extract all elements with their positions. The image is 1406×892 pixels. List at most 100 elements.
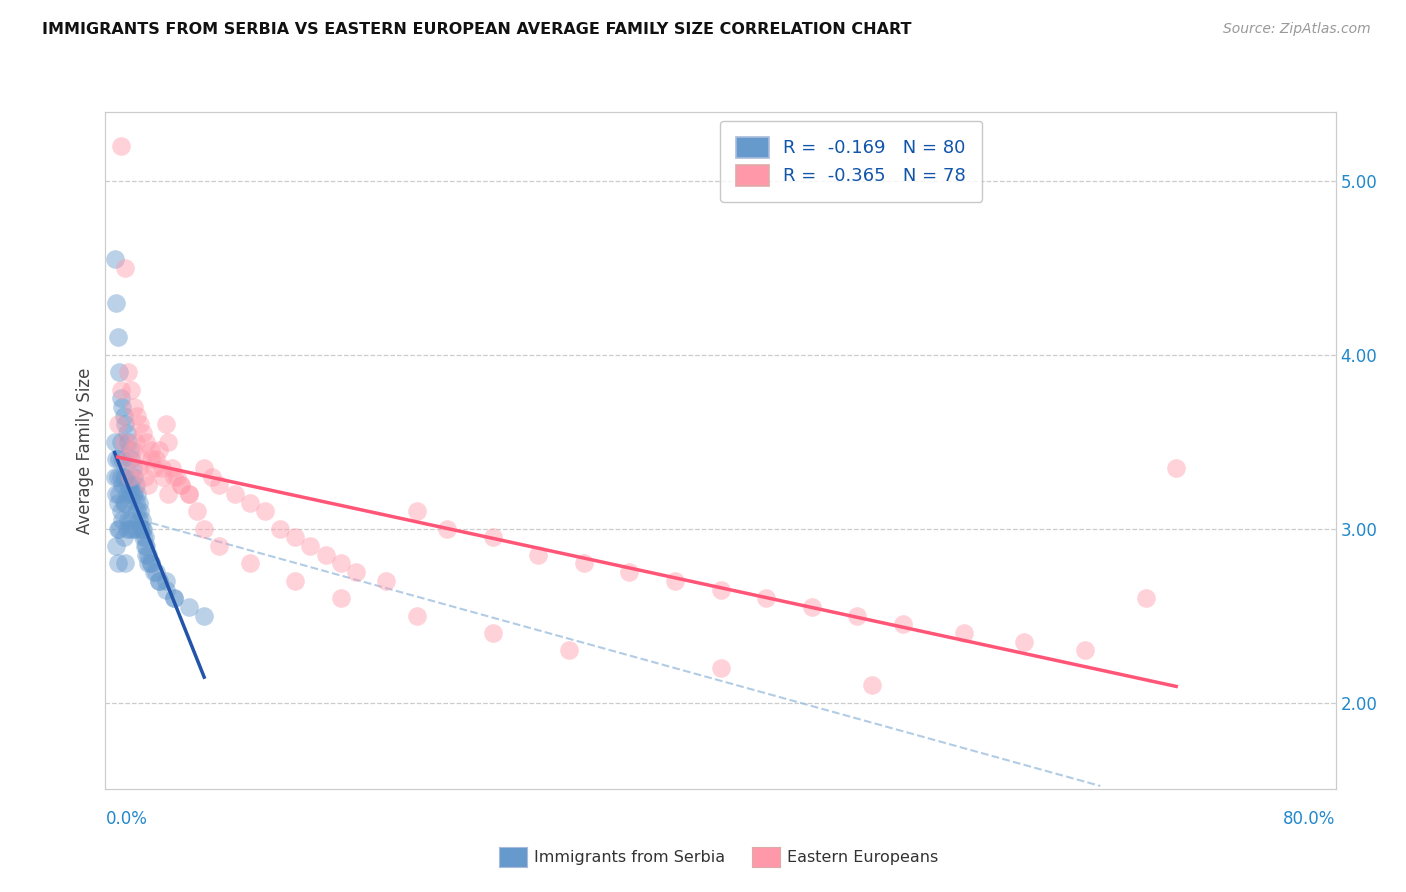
Point [120,383,142,397]
Point [124,487,146,501]
Point [163,469,186,483]
Point [862,678,884,692]
Point [481,530,503,544]
Point [148,574,170,588]
Point [129,417,152,432]
Point [108,487,131,501]
Point [136,548,159,562]
Text: 80.0%: 80.0% [1284,810,1336,828]
Point [127,487,149,501]
Point [128,495,150,509]
Point [155,574,177,588]
Point [284,574,307,588]
Point [108,365,131,379]
Point [557,643,579,657]
Point [201,469,224,483]
Point [148,574,170,588]
Point [103,434,125,449]
Point [139,443,162,458]
Point [112,469,135,483]
Point [115,452,138,467]
Point [105,487,128,501]
Point [170,478,193,492]
Point [117,478,139,492]
Point [111,478,134,492]
Point [107,522,129,536]
Point [572,557,595,571]
Point [155,417,177,432]
Point [127,409,149,423]
Point [111,513,134,527]
Point [110,383,132,397]
Point [132,522,155,536]
Point [156,434,179,449]
Point [111,452,134,467]
Point [193,608,215,623]
Point [128,513,150,527]
Point [193,460,215,475]
Point [139,557,162,571]
Point [121,487,143,501]
Point [131,513,153,527]
Point [134,469,156,483]
Point [103,469,125,483]
Point [107,417,129,432]
Point [107,469,129,483]
Point [112,495,135,509]
Point [148,443,170,458]
Point [108,522,131,536]
Point [107,557,129,571]
Point [527,548,550,562]
Point [143,460,166,475]
Point [1014,634,1036,648]
Point [125,522,148,536]
Point [108,452,131,467]
Y-axis label: Average Family Size: Average Family Size [76,368,94,533]
Point [112,409,135,423]
Point [121,443,143,458]
Point [115,426,138,441]
Point [118,469,141,483]
Point [208,539,231,553]
Point [481,626,503,640]
Point [156,487,179,501]
Point [284,530,307,544]
Point [117,434,139,449]
Point [114,260,136,275]
Point [120,452,142,467]
Point [129,522,152,536]
Point [710,582,733,597]
Point [800,599,823,614]
Point [124,400,146,414]
Point [117,513,139,527]
Point [110,392,132,406]
Point [166,469,188,483]
Point [163,591,186,606]
Point [125,434,148,449]
Point [114,417,136,432]
Point [239,557,262,571]
Point [128,460,150,475]
Point [177,487,200,501]
Point [127,504,149,518]
Point [134,530,156,544]
Point [143,565,166,579]
Text: Eastern Europeans: Eastern Europeans [787,850,939,864]
Point [405,608,427,623]
Point [120,478,142,492]
Point [186,504,208,518]
Point [125,478,148,492]
Point [162,460,184,475]
Point [134,539,156,553]
Text: IMMIGRANTS FROM SERBIA VS EASTERN EUROPEAN AVERAGE FAMILY SIZE CORRELATION CHART: IMMIGRANTS FROM SERBIA VS EASTERN EUROPE… [42,22,911,37]
Point [105,452,128,467]
Point [136,557,159,571]
Point [112,434,135,449]
Point [112,530,135,544]
Point [110,434,132,449]
Point [224,487,246,501]
Text: 0.0%: 0.0% [105,810,148,828]
Point [107,495,129,509]
Point [105,295,128,310]
Point [150,460,173,475]
